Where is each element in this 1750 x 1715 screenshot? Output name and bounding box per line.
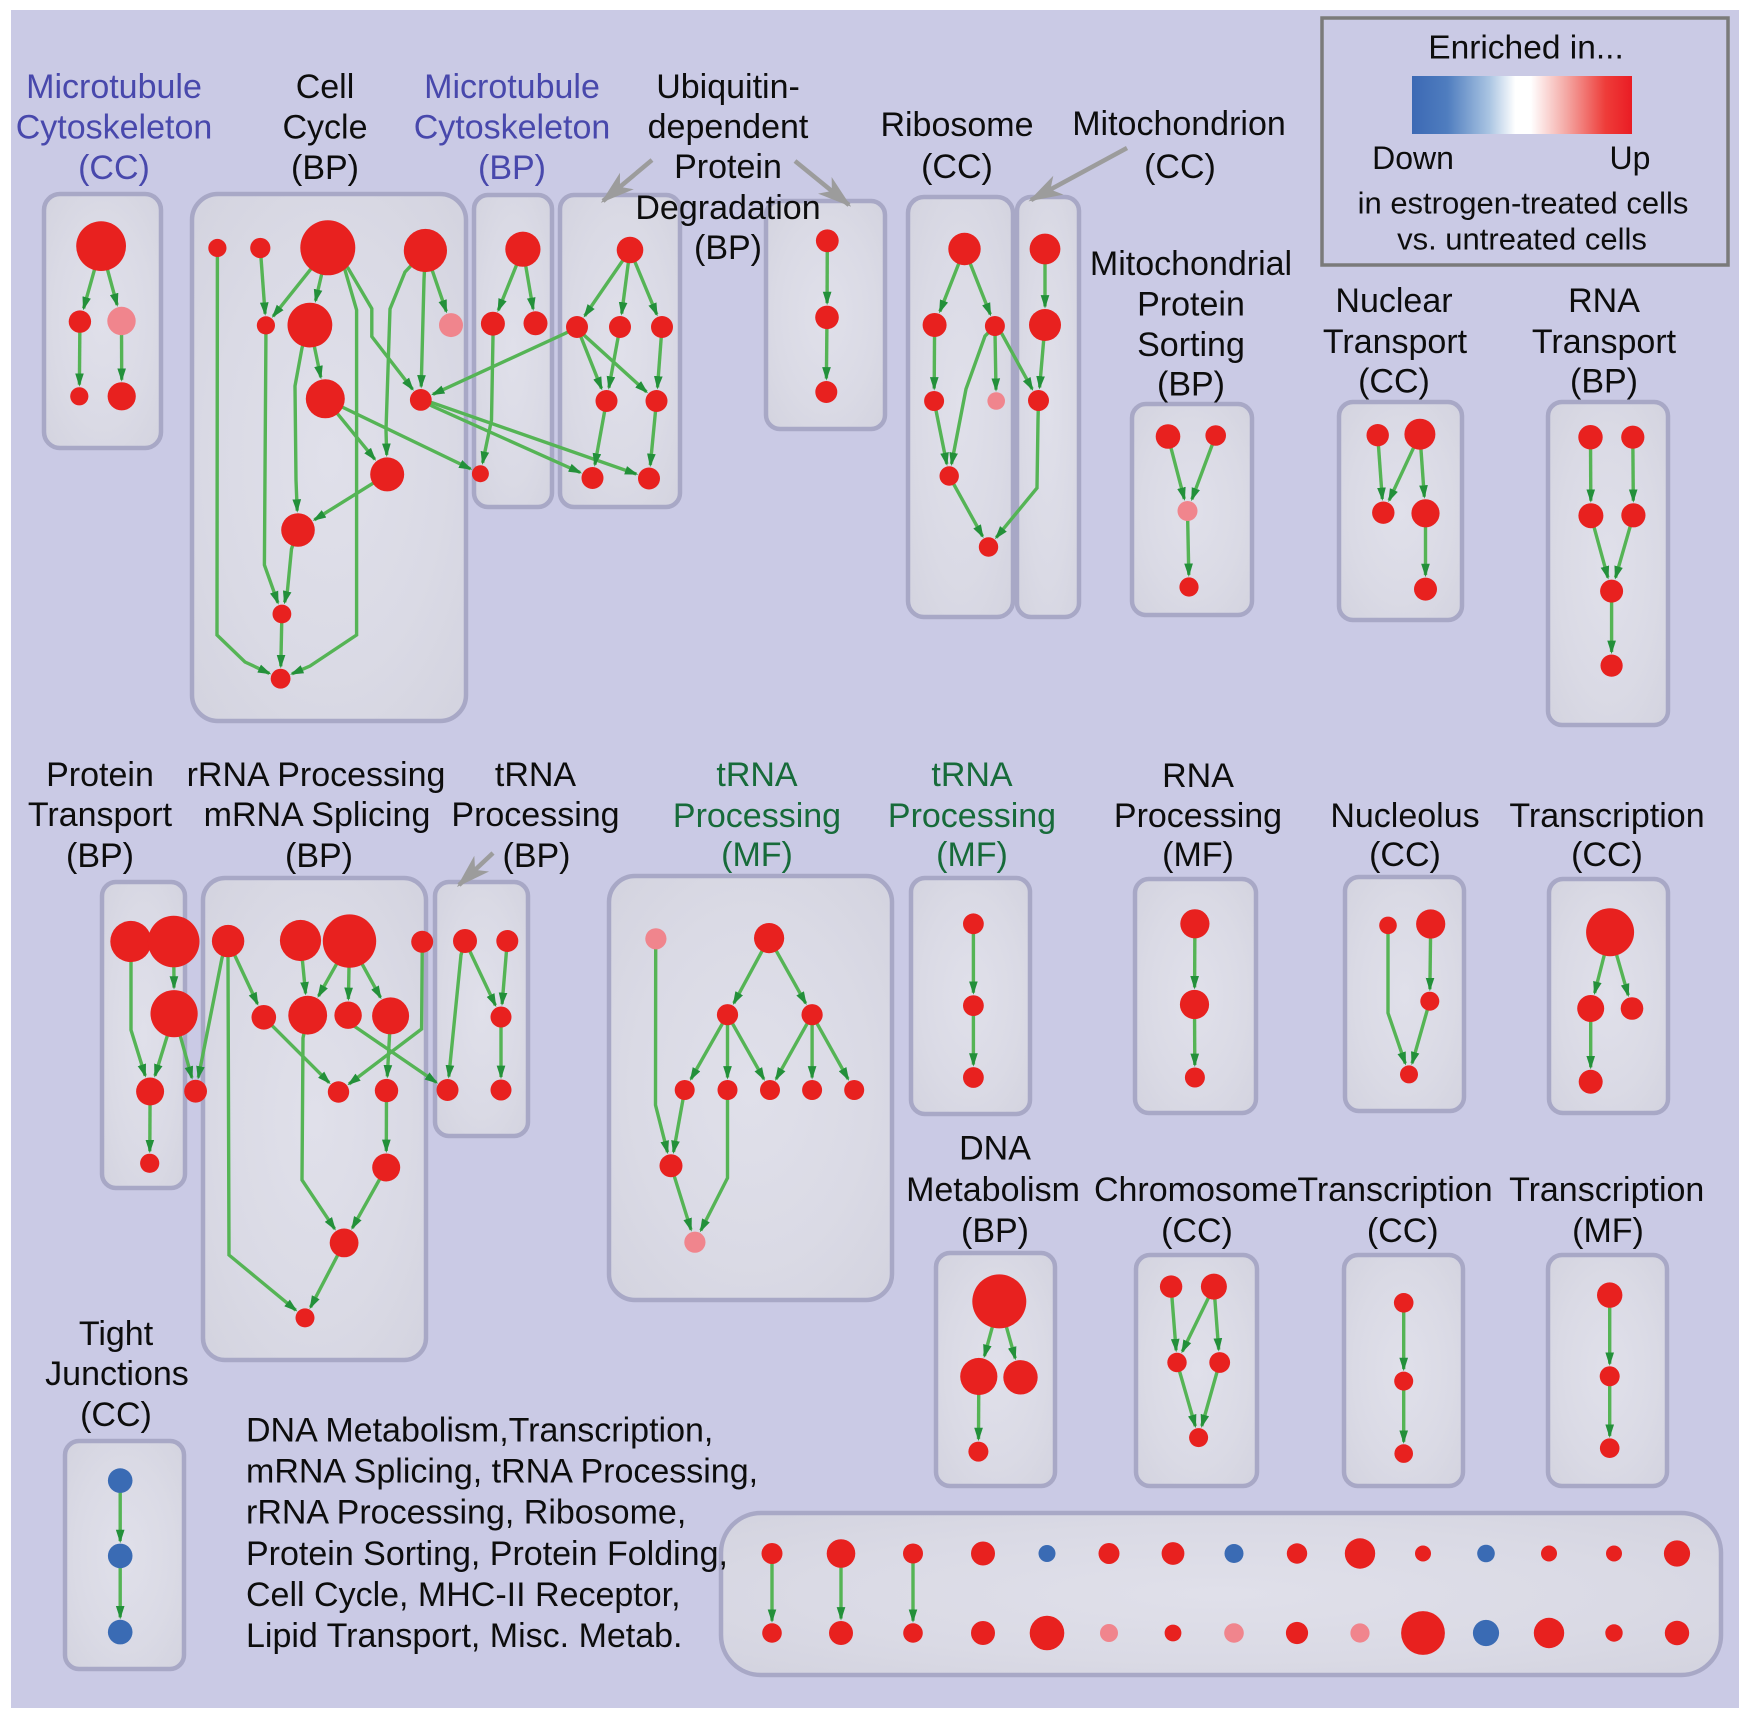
svg-text:(CC): (CC) — [1144, 148, 1216, 186]
svg-text:Chromosome: Chromosome — [1094, 1171, 1298, 1209]
svg-text:Protein: Protein — [1137, 286, 1245, 324]
svg-text:tRNA: tRNA — [931, 756, 1013, 794]
svg-text:Transport: Transport — [28, 796, 173, 834]
svg-text:Microtubule: Microtubule — [26, 68, 202, 106]
svg-text:Processing: Processing — [451, 796, 619, 834]
svg-text:Protein Sorting, Protein Foldi: Protein Sorting, Protein Folding, — [246, 1535, 728, 1573]
svg-text:Transcription: Transcription — [1509, 1171, 1704, 1209]
svg-text:Cytoskeleton: Cytoskeleton — [16, 109, 213, 147]
svg-text:(CC): (CC) — [80, 1396, 152, 1434]
svg-text:(BP): (BP) — [66, 837, 134, 875]
svg-text:rRNA Processing, Ribosome,: rRNA Processing, Ribosome, — [246, 1494, 686, 1532]
svg-text:dependent: dependent — [648, 108, 809, 146]
svg-text:Processing: Processing — [888, 797, 1056, 835]
svg-text:Microtubule: Microtubule — [424, 68, 600, 106]
svg-text:(MF): (MF) — [721, 836, 793, 874]
svg-text:Mitochondrial: Mitochondrial — [1090, 245, 1292, 283]
svg-text:Transport: Transport — [1532, 323, 1677, 361]
svg-text:(CC): (CC) — [1358, 363, 1430, 401]
svg-text:(BP): (BP) — [694, 229, 762, 267]
svg-text:Metabolism: Metabolism — [906, 1171, 1080, 1209]
svg-text:Lipid Transport, Misc. Metab.: Lipid Transport, Misc. Metab. — [246, 1617, 683, 1655]
svg-text:Transcription: Transcription — [1509, 797, 1704, 835]
svg-text:(BP): (BP) — [478, 149, 546, 187]
svg-text:Protein: Protein — [46, 756, 154, 794]
svg-text:tRNA: tRNA — [495, 756, 577, 794]
svg-text:Processing: Processing — [673, 797, 841, 835]
svg-text:DNA Metabolism,Transcription,: DNA Metabolism,Transcription, — [246, 1412, 713, 1450]
svg-text:Sorting: Sorting — [1137, 326, 1245, 364]
svg-text:(BP): (BP) — [285, 837, 353, 875]
svg-text:Enriched in...: Enriched in... — [1428, 30, 1624, 67]
svg-text:Transcription: Transcription — [1297, 1171, 1492, 1209]
svg-text:Nucleolus: Nucleolus — [1330, 797, 1479, 835]
svg-text:(CC): (CC) — [921, 148, 993, 186]
svg-text:Processing: Processing — [1114, 797, 1282, 835]
svg-text:mRNA Splicing, tRNA Processing: mRNA Splicing, tRNA Processing, — [246, 1453, 758, 1491]
svg-text:Cell Cycle, MHC-II Receptor,: Cell Cycle, MHC-II Receptor, — [246, 1576, 681, 1614]
svg-text:RNA: RNA — [1568, 282, 1640, 320]
svg-text:DNA: DNA — [959, 1130, 1031, 1168]
svg-text:in estrogen-treated cells: in estrogen-treated cells — [1358, 186, 1689, 221]
svg-text:(BP): (BP) — [503, 837, 571, 875]
svg-text:Junctions: Junctions — [45, 1355, 189, 1393]
svg-text:Cell: Cell — [296, 68, 355, 106]
svg-text:(MF): (MF) — [1572, 1212, 1644, 1250]
svg-text:Mitochondrion: Mitochondrion — [1072, 105, 1286, 143]
svg-text:Transport: Transport — [1323, 323, 1468, 361]
svg-text:rRNA Processing: rRNA Processing — [187, 756, 446, 794]
svg-text:Nuclear: Nuclear — [1335, 282, 1452, 320]
svg-text:vs. untreated cells: vs. untreated cells — [1397, 222, 1647, 257]
svg-text:(CC): (CC) — [1161, 1212, 1233, 1250]
svg-text:RNA: RNA — [1162, 757, 1234, 795]
svg-text:(BP): (BP) — [961, 1212, 1029, 1250]
svg-text:Up: Up — [1610, 140, 1651, 176]
svg-text:Cycle: Cycle — [282, 109, 367, 147]
svg-text:(CC): (CC) — [1367, 1212, 1439, 1250]
svg-text:Protein: Protein — [674, 148, 782, 186]
svg-text:(CC): (CC) — [1571, 836, 1643, 874]
svg-text:(BP): (BP) — [1157, 366, 1225, 404]
svg-text:tRNA: tRNA — [716, 756, 798, 794]
svg-text:Tight: Tight — [79, 1315, 154, 1353]
svg-text:Ribosome: Ribosome — [880, 106, 1033, 144]
svg-text:(MF): (MF) — [1162, 836, 1234, 874]
svg-text:(BP): (BP) — [1570, 363, 1638, 401]
svg-text:(CC): (CC) — [78, 149, 150, 187]
svg-text:Cytoskeleton: Cytoskeleton — [414, 109, 611, 147]
svg-text:(BP): (BP) — [291, 149, 359, 187]
svg-text:Degradation: Degradation — [635, 189, 820, 227]
svg-text:(CC): (CC) — [1369, 836, 1441, 874]
svg-text:mRNA Splicing: mRNA Splicing — [204, 796, 431, 834]
svg-text:Ubiquitin-: Ubiquitin- — [656, 68, 800, 106]
svg-text:(MF): (MF) — [936, 836, 1008, 874]
svg-text:Down: Down — [1372, 140, 1454, 176]
